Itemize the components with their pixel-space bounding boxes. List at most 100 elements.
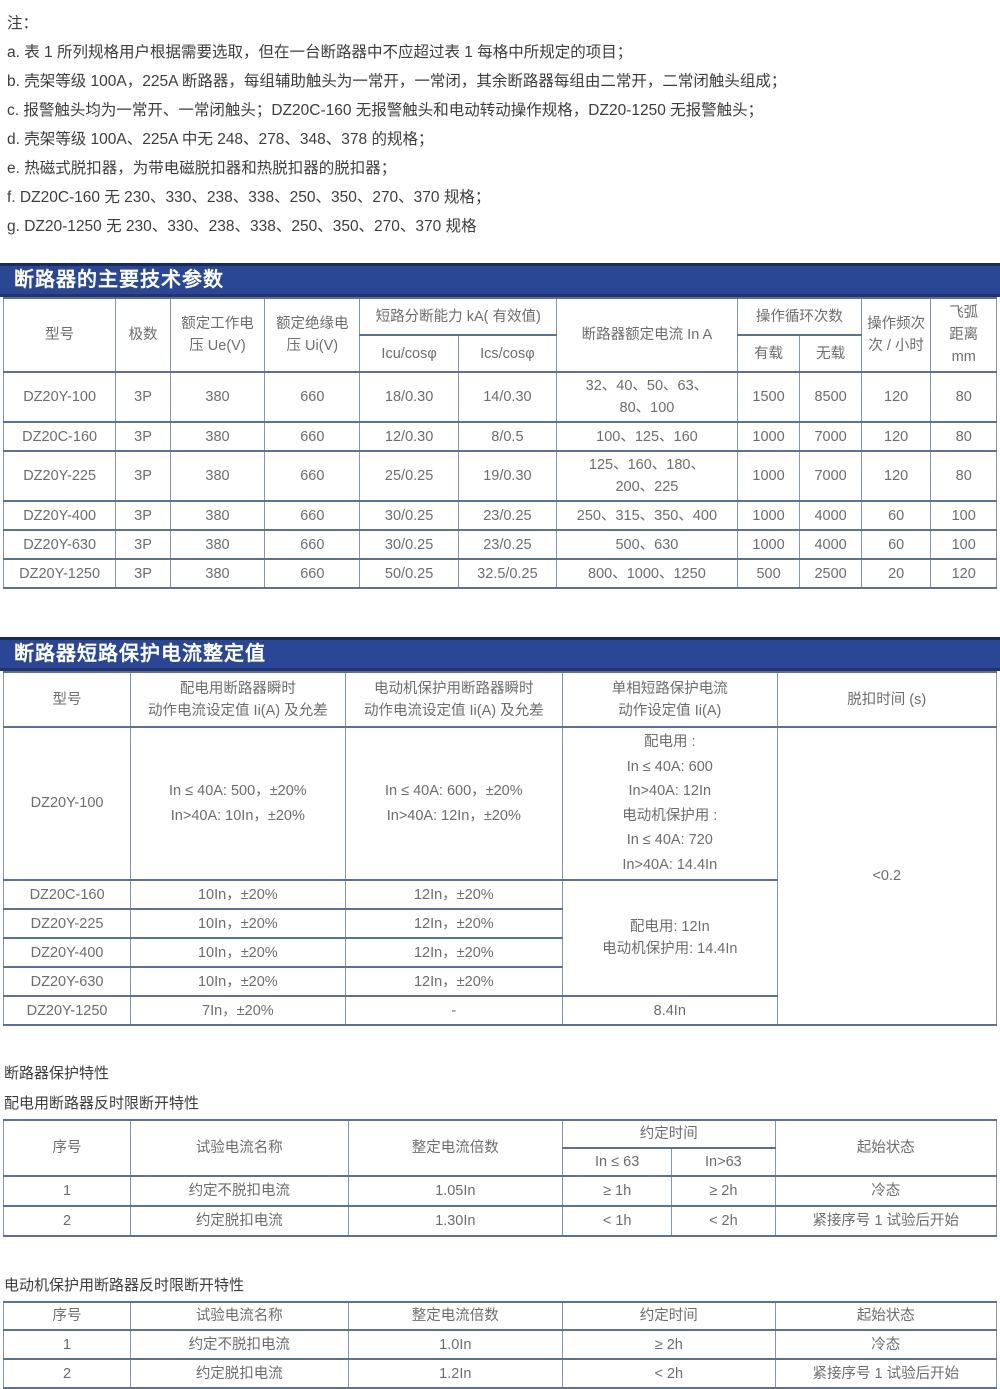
table-cell: 60	[860, 529, 932, 560]
notes-section: 注： a. 表 1 所列规格用户根据需要选取，但在一台断路器中不应超过表 1 每…	[0, 0, 1000, 241]
table-row: DZ20Y-630 3P 380 660 30/0.25 23/0.25 500…	[2, 529, 997, 560]
table-cell: 约定不脱扣电流	[130, 1329, 349, 1360]
table-row: DZ20C-160 3P 380 660 12/0.30 8/0.5 100、1…	[2, 421, 997, 452]
col-header-ui: 额定绝缘电 压 Ui(V)	[264, 297, 361, 373]
table-cell: 100	[930, 529, 997, 560]
table-row: DZ20Y-1250 7In，±20% - 8.4In	[2, 995, 997, 1026]
col-header-test-current-name: 试验电流名称	[130, 1119, 349, 1177]
note-item-g: g. DZ20-1250 无 230、330、238、338、250、350、2…	[7, 218, 477, 235]
section-title: 断路器的主要技术参数	[14, 269, 224, 291]
table-cell: 7In，±20%	[130, 995, 346, 1026]
table-cell: 60	[860, 500, 932, 531]
col-header-trip-time: 脱扣时间 (s)	[776, 671, 998, 728]
table-cell: DZ20Y-100	[2, 726, 132, 881]
trip-settings-table: 型号 配电用断路器瞬时 动作电流设定值 Ii(A) 及允差 电动机保护用断路器瞬…	[2, 671, 998, 1026]
table-cell: DZ20C-160	[2, 879, 132, 910]
table-cell: 19/0.30	[457, 450, 558, 502]
table-cell: DZ20Y-225	[2, 450, 117, 502]
col-header-loaded: 有载	[736, 334, 801, 373]
table-row: DZ20Y-1250 3P 380 660 50/0.25 32.5/0.25 …	[2, 558, 997, 589]
table-cell: 120	[860, 421, 932, 452]
table-header-row: 序号 试验电流名称 整定电流倍数 约定时间 起始状态	[2, 1119, 998, 1177]
table-header-row: 型号 配电用断路器瞬时 动作电流设定值 Ii(A) 及允差 电动机保护用断路器瞬…	[2, 671, 998, 728]
table-cell: 1000	[736, 500, 801, 531]
table-cell: 8500	[799, 371, 862, 423]
table-cell: 1000	[736, 450, 801, 502]
tech-params-table: 型号 极数 额定工作电 压 Ue(V) 额定绝缘电 压 Ui(V) 短路分断能力…	[2, 297, 997, 589]
table-cell: ≥ 1h	[562, 1175, 673, 1207]
table-cell: DZ20Y-225	[2, 908, 132, 939]
table-cell: 660	[264, 529, 361, 560]
col-header-model: 型号	[2, 297, 117, 373]
table-cell: 660	[264, 558, 361, 589]
table-cell: DZ20Y-1250	[2, 558, 117, 589]
table-cell: 12In，±20%	[344, 937, 564, 968]
col-header-arc-distance: 飞弧 距离 mm	[930, 297, 997, 373]
col-header-test-current-name: 试验电流名称	[130, 1301, 349, 1331]
table-cell: 100	[930, 500, 997, 531]
table-cell-trip-time: <0.2	[776, 726, 998, 1026]
table-cell: 2500	[799, 558, 862, 589]
table-row: 1 约定不脱扣电流 1.05In ≥ 1h ≥ 2h 冷态	[2, 1175, 998, 1207]
table-cell: 380	[169, 450, 266, 502]
table-cell: 120	[860, 450, 932, 502]
table-cell: 3P	[115, 371, 171, 423]
col-header-unloaded: 无载	[799, 334, 862, 373]
section-title: 断路器短路保护电流整定值	[14, 643, 266, 665]
protection-characteristics-headings: 断路器保护特性 配电用断路器反时限断开特性	[0, 1059, 1000, 1119]
col-header-poles: 极数	[115, 297, 171, 373]
table-cell: 12/0.30	[359, 421, 459, 452]
table-row: DZ20Y-225 3P 380 660 25/0.25 19/0.30 125…	[2, 450, 997, 502]
table-cell: -	[344, 995, 564, 1026]
motor-inverse-time-table: 序号 试验电流名称 整定电流倍数 约定时间 起始状态 1 约定不脱扣电流 1.0…	[2, 1301, 998, 1389]
note-item-a: a. 表 1 所列规格用户根据需要选取，但在一台断路器中不应超过表 1 每格中所…	[7, 44, 633, 61]
table-cell: 100、125、160	[556, 421, 738, 452]
heading-motor-inverse-time: 电动机保护用断路器反时限断开特性	[4, 1277, 245, 1294]
table-cell: 500、630	[556, 529, 738, 560]
table-cell: 冷态	[774, 1329, 998, 1360]
notes-title: 注：	[7, 15, 39, 32]
table-cell: 20	[860, 558, 932, 589]
table-cell: 10In，±20%	[130, 908, 346, 939]
table-cell: 8.4In	[562, 995, 778, 1026]
col-header-current-multiple: 整定电流倍数	[347, 1301, 564, 1331]
table-cell: DZ20Y-400	[2, 937, 132, 968]
col-header-rated-current: 断路器额定电流 In A	[556, 297, 738, 373]
table-cell: 380	[169, 500, 266, 531]
table-cell: 1	[2, 1175, 132, 1207]
table-cell: 10In，±20%	[130, 879, 346, 910]
table-cell: 1.0In	[347, 1329, 564, 1360]
table-cell: 约定不脱扣电流	[130, 1175, 349, 1207]
distribution-inverse-time-table: 序号 试验电流名称 整定电流倍数 约定时间 起始状态 In ≤ 63 In>63…	[2, 1119, 998, 1237]
table-cell: 660	[264, 500, 361, 531]
table-cell: 125、160、180、 200、225	[556, 450, 738, 502]
table-cell: 紧接序号 1 试验后开始	[774, 1205, 998, 1237]
table-cell: 18/0.30	[359, 371, 459, 423]
table-cell: 4000	[799, 500, 862, 531]
heading-distribution-inverse-time: 配电用断路器反时限断开特性	[4, 1095, 200, 1112]
table-cell: 80	[930, 421, 997, 452]
table-cell: 80	[930, 450, 997, 502]
table-subheader-row: In ≤ 63 In>63	[4, 1147, 997, 1177]
col-header-model: 型号	[2, 671, 132, 728]
table-cell: 32.5/0.25	[457, 558, 558, 589]
table-cell: 120	[860, 371, 932, 423]
col-header-frequency: 操作频次 次 / 小时	[860, 297, 932, 373]
table-row: DZ20Y-100 In ≤ 40A: 500，±20% In>40A: 10I…	[2, 726, 998, 1026]
table-cell: 660	[264, 450, 361, 502]
table-header-row: 序号 试验电流名称 整定电流倍数 约定时间 起始状态	[2, 1301, 998, 1331]
note-item-f: f. DZ20C-160 无 230、330、238、338、250、350、2…	[7, 189, 491, 206]
table-cell: 30/0.25	[359, 500, 459, 531]
table-cell: 3P	[115, 558, 171, 589]
col-header-conventional-time: 约定时间	[562, 1301, 776, 1331]
table-row: DZ20Y-400 3P 380 660 30/0.25 23/0.25 250…	[2, 500, 997, 531]
table-cell: 120	[930, 558, 997, 589]
motor-inverse-time-heading-wrap: 电动机保护用断路器反时限断开特性	[0, 1271, 1000, 1301]
table-cell: 23/0.25	[457, 529, 558, 560]
table-subheader-row: Icu/cosφ Ics/cosφ 有载 无载	[4, 334, 997, 373]
table-cell: 10In，±20%	[130, 966, 346, 997]
table-cell: 380	[169, 558, 266, 589]
table-cell: 1000	[736, 421, 801, 452]
table-cell: 250、315、350、400	[556, 500, 738, 531]
col-header-motor-instant: 电动机保护用断路器瞬时 动作电流设定值 Ii(A) 及允差	[344, 671, 564, 728]
